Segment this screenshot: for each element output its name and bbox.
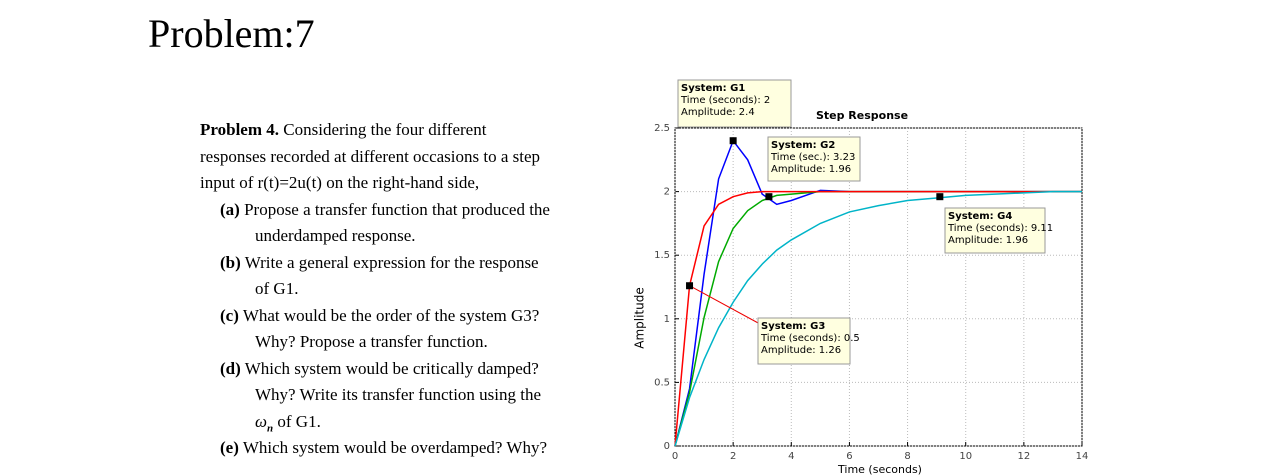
x-tick-label: 10 [959, 451, 972, 462]
text-line: Why? Write its transfer function using t… [255, 385, 541, 405]
item-text: Which system would be critically damped? [244, 358, 539, 378]
text-line: input of r(t)=2u(t) on the right-hand si… [200, 173, 479, 193]
y-tick-label: 2 [664, 187, 670, 198]
problem-lead: Problem 4. [200, 120, 280, 139]
item-text: Why? Propose a transfer function. [255, 332, 488, 351]
text-line: underdamped response. [255, 226, 416, 246]
text-line: Problem 4. Considering the four differen… [200, 120, 486, 140]
datatip-box [767, 136, 861, 182]
datatip-text: Time (sec.): 3.23 [770, 152, 855, 163]
text-line: ωn of G1. [255, 412, 321, 438]
datatip-text: System: G4 [948, 211, 1012, 222]
intro-text: responses recorded at different occasion… [200, 146, 541, 166]
omega: ω [255, 411, 268, 431]
text-line: (b) Write a general expression for the r… [220, 253, 539, 273]
item-label: (b) [220, 252, 241, 272]
datatip-marker [936, 193, 944, 201]
item-text: underdamped response. [255, 226, 416, 245]
datatip-text: System: G2 [771, 140, 835, 151]
item-text: Write a general expression for the respo… [244, 252, 539, 272]
datatip-leader [689, 285, 761, 325]
text-line: responses recorded at different occasion… [200, 147, 540, 167]
omega-tail: of G1. [273, 411, 321, 431]
text-line: Why? Propose a transfer function. [255, 332, 488, 352]
y-tick-label: 2.5 [654, 123, 670, 134]
datatip-box [757, 317, 851, 365]
item-text: Which system would be overdamped? Why? [242, 438, 548, 457]
datatip-text: Amplitude: 1.96 [771, 164, 851, 175]
y-axis-label: Amplitude [633, 287, 647, 349]
datatip-text: Time (seconds): 0.5 [760, 333, 860, 344]
datatip-text: Time (seconds): 2 [680, 95, 770, 106]
x-tick-label: 6 [846, 451, 852, 462]
intro-text: Considering the four different [279, 120, 487, 139]
x-axis-label: Time (seconds) [837, 463, 922, 475]
item-label: (e) [220, 438, 239, 457]
y-tick-label: 0.5 [654, 377, 670, 388]
intro-text: input of r(t)=2u(t) on the right-hand si… [200, 173, 480, 192]
plot-area [674, 127, 1083, 447]
datatip-text: Amplitude: 1.26 [761, 345, 841, 356]
x-tick-label: 0 [672, 451, 678, 462]
item-label: (a) [220, 199, 240, 219]
text-line: of G1. [255, 279, 298, 299]
datatip-text: Amplitude: 2.4 [681, 107, 755, 118]
datatip-text: Time (seconds): 9.11 [947, 223, 1053, 234]
x-tick-label: 8 [904, 451, 910, 462]
y-tick-label: 1 [664, 314, 670, 325]
omega-sub: n [267, 421, 274, 434]
y-tick-label: 1.5 [654, 250, 670, 261]
chart-title: Step Response [816, 109, 908, 122]
series-line [674, 190, 1082, 447]
y-tick-label: 0 [664, 441, 670, 452]
series-line [674, 190, 1082, 447]
text-line: (a) Propose a transfer function that pro… [220, 200, 550, 220]
item-label: (c) [220, 305, 239, 325]
text-line: (e) Which system would be overdamped? Wh… [220, 438, 547, 458]
x-tick-label: 2 [730, 451, 736, 462]
text-line: (c) What would be the order of the syste… [220, 306, 539, 326]
item-text: What would be the order of the system G3… [242, 305, 540, 325]
datatip-marker [686, 282, 694, 290]
datatip-marker [765, 193, 773, 201]
page-title: Problem:7 [148, 11, 315, 56]
item-text: Why? Write its transfer function using t… [255, 385, 542, 404]
x-tick-label: 14 [1076, 451, 1089, 462]
item-text: Propose a transfer function that produce… [244, 199, 550, 219]
x-tick-label: 12 [1017, 451, 1030, 462]
datatip-marker [729, 137, 737, 145]
item-label: (d) [220, 358, 241, 378]
text-line: (d) Which system would be critically dam… [220, 359, 539, 379]
datatip-text: System: G1 [681, 83, 745, 94]
item-text: of G1. [255, 279, 299, 298]
x-tick-label: 4 [788, 451, 794, 462]
datatip-box [677, 79, 792, 128]
datatip-box [944, 207, 1046, 254]
datatip-text: Amplitude: 1.96 [948, 235, 1028, 246]
datatip-text: System: G3 [761, 321, 825, 332]
